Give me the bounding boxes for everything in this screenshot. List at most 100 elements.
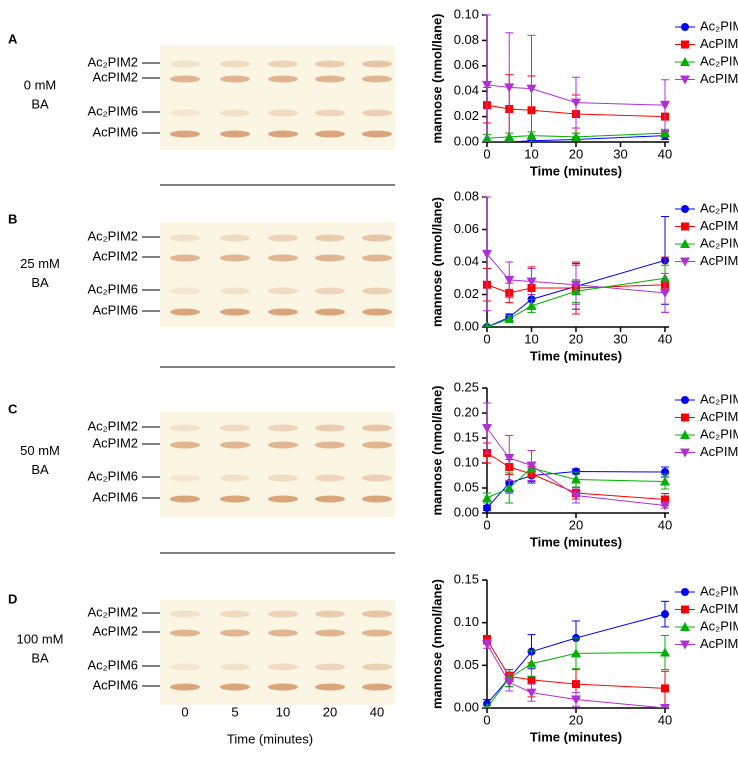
y-tick-label: 0.05	[454, 657, 479, 672]
tlc-band	[220, 130, 250, 138]
marker	[571, 474, 581, 484]
x-tick-label: 40	[658, 712, 672, 727]
y-tick-label: 0.04	[454, 83, 479, 98]
x-axis-label: Time (minutes)	[530, 348, 622, 363]
marker	[526, 658, 537, 668]
y-tick-label: 0.08	[454, 32, 479, 47]
x-tick-label: 40	[658, 331, 672, 346]
y-tick-label: 0.00	[454, 318, 479, 333]
tlc-band	[362, 424, 392, 432]
tlc-band	[170, 474, 200, 482]
tlc-band	[362, 254, 392, 262]
x-tick-label: 0	[483, 331, 490, 346]
y-tick-label: 0.10	[454, 6, 479, 21]
tlc-band	[362, 663, 392, 671]
tlc-band	[170, 254, 200, 262]
tlc-band	[268, 610, 298, 618]
tlc-band	[268, 60, 298, 68]
tlc-band	[268, 663, 298, 671]
band-label: Ac₂PIM2	[87, 54, 138, 69]
band-label: Ac₂PIM6	[87, 103, 138, 118]
panel-letter: D	[8, 591, 17, 606]
legend-label: AcPIM6	[700, 253, 738, 268]
y-tick-label: 0.04	[454, 253, 479, 268]
panel-letter: C	[8, 401, 18, 416]
tlc-band	[362, 495, 392, 503]
x-tick-label: 40	[658, 517, 672, 532]
band-label: AcPIM6	[92, 302, 138, 317]
tlc-band	[362, 287, 392, 295]
tlc-band	[220, 308, 250, 316]
tlc-band	[315, 683, 345, 691]
marker	[571, 648, 581, 658]
band-label: Ac₂PIM2	[87, 604, 138, 619]
marker	[526, 461, 537, 471]
marker	[661, 684, 669, 693]
marker	[484, 322, 490, 327]
chart: 0.00 0.02 0.04 0.06 0.08 0.10 0 10 20 30 40 Time (m…	[429, 6, 738, 178]
legend-marker	[681, 23, 689, 31]
tlc-band	[170, 610, 200, 618]
marker	[504, 275, 515, 285]
marker	[660, 704, 670, 708]
y-tick-label: 0.00	[454, 504, 479, 519]
legend-label: Ac₂PIM6	[700, 618, 738, 633]
marker	[660, 647, 670, 657]
legend-marker	[681, 205, 689, 213]
marker	[482, 640, 492, 649]
y-tick-label: 0.10	[454, 614, 479, 629]
legend-marker	[680, 257, 690, 267]
marker	[660, 501, 670, 511]
tlc-band	[362, 474, 392, 482]
legend-label: Ac₂PIM2	[700, 200, 738, 215]
marker	[660, 128, 670, 138]
tlc-band	[268, 474, 298, 482]
tlc-band	[362, 683, 392, 691]
legend-marker	[681, 605, 689, 614]
tlc-band	[170, 663, 200, 671]
tlc-band	[170, 75, 200, 83]
tlc-band	[315, 75, 345, 83]
tlc-band	[220, 75, 250, 83]
x-axis-label: Time (minutes)	[530, 163, 622, 178]
legend-label: Ac₂PIM6	[700, 235, 738, 250]
y-tick-label: 0.02	[454, 286, 479, 301]
y-tick-label: 0.02	[454, 108, 479, 123]
lane-label: 5	[231, 704, 238, 719]
y-tick-label: 0.00	[454, 133, 479, 148]
marker	[504, 678, 515, 688]
legend-marker	[680, 239, 690, 248]
legend-label: Ac₂PIM2	[700, 391, 738, 406]
band-label: Ac₂PIM6	[87, 468, 138, 483]
tlc-band	[268, 109, 298, 117]
legend-marker	[680, 622, 690, 631]
marker	[484, 703, 490, 708]
marker	[660, 476, 670, 486]
condition-label: 0 mM	[24, 77, 57, 92]
band-label: Ac₂PIM6	[87, 657, 138, 672]
tlc-band	[220, 287, 250, 295]
marker	[482, 249, 492, 259]
panel-letter: B	[8, 211, 17, 226]
marker	[527, 675, 536, 684]
band-label: AcPIM2	[92, 69, 138, 84]
legend-label: Ac₂PIM6	[700, 53, 738, 68]
tlc-band	[170, 424, 200, 432]
tlc-band	[315, 424, 345, 432]
tlc-band	[362, 60, 392, 68]
y-axis-label: mannose (nmol/lane)	[429, 579, 444, 709]
tlc-band	[268, 308, 298, 316]
tlc-band	[268, 234, 298, 242]
band-label: Ac₂PIM2	[87, 418, 138, 433]
legend-marker	[680, 57, 690, 66]
marker	[483, 504, 491, 512]
tlc-band	[315, 287, 345, 295]
tlc-band	[170, 495, 200, 503]
marker	[571, 695, 581, 705]
marker	[571, 131, 581, 141]
band-label: AcPIM6	[92, 677, 138, 692]
tlc-band	[268, 629, 298, 637]
tlc-band	[220, 474, 250, 482]
tlc-band	[268, 254, 298, 262]
